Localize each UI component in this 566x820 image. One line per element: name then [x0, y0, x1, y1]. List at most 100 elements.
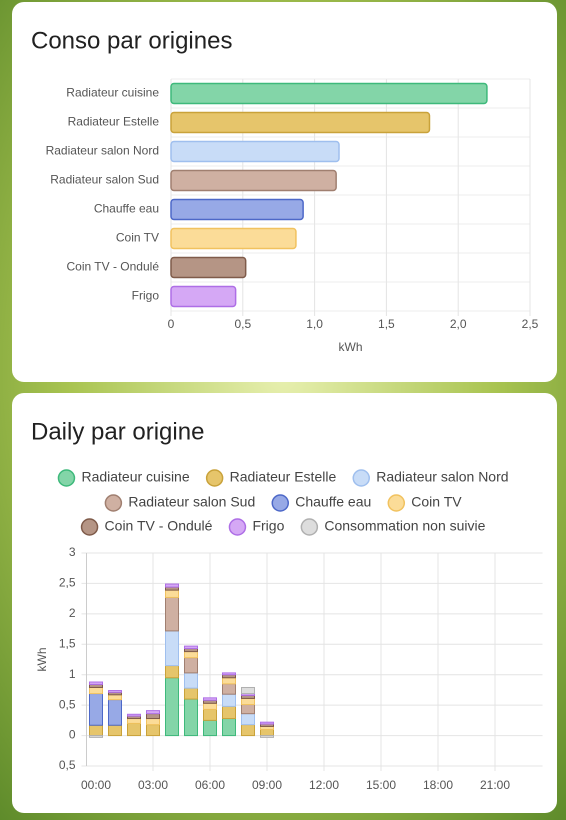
bar-segment — [222, 693, 236, 707]
x-tick-label: 06:00 — [195, 778, 225, 792]
card-title: Daily par origine — [31, 418, 204, 445]
legend-label: Radiateur salon Sud — [128, 494, 255, 510]
y-tick-label: 1,5 — [59, 636, 76, 650]
x-tick-label: 15:00 — [366, 778, 396, 792]
bar-segment — [89, 686, 103, 695]
bar-segment — [260, 721, 274, 725]
bar-segment — [241, 686, 255, 695]
bar-segment — [184, 672, 198, 689]
bar-segment — [89, 724, 103, 737]
y-tick-label: Coin TV - Ondulé — [67, 260, 160, 274]
legend-swatch — [80, 518, 99, 536]
legend-label: Coin TV — [411, 494, 462, 510]
legend-label: Radiateur salon Nord — [376, 469, 508, 485]
legend-label: Frigo — [252, 518, 284, 534]
bar-segment — [146, 713, 160, 720]
x-tick-label: 00:00 — [81, 778, 111, 792]
legend-swatch — [205, 469, 224, 487]
bar-segment — [222, 683, 236, 695]
y-tick-label: 0 — [69, 728, 76, 742]
bar-segment — [146, 710, 160, 715]
card-title: Conso par origines — [31, 27, 232, 54]
y-tick-label: 3 — [69, 545, 76, 559]
y-tick-label: Coin TV — [116, 231, 159, 245]
bar — [170, 82, 488, 105]
x-tick-label: 1,0 — [306, 317, 323, 331]
bar-segment — [260, 735, 274, 738]
y-tick-label: Radiateur cuisine — [66, 86, 159, 100]
bar-segment — [184, 651, 198, 659]
y-tick-label: Chauffe eau — [94, 202, 159, 216]
y-tick-label: Radiateur salon Nord — [46, 144, 159, 158]
bar — [170, 169, 337, 192]
bar-segment — [89, 681, 103, 685]
legend-label: Radiateur Estelle — [230, 469, 337, 485]
x-tick-label: 18:00 — [423, 778, 453, 792]
y-tick-label: Radiateur salon Sud — [50, 173, 159, 187]
bar-segment — [184, 657, 198, 674]
card — [12, 393, 557, 813]
y-tick-label: Radiateur Estelle — [68, 115, 160, 129]
bar-segment — [108, 724, 122, 737]
bar-segment — [241, 697, 255, 706]
bar-segment — [184, 687, 198, 700]
bar — [170, 256, 247, 279]
bar — [170, 227, 297, 250]
bar-segment — [241, 713, 255, 726]
bar-segment — [165, 630, 179, 667]
bar-segment — [222, 677, 236, 685]
x-tick-label: 1,5 — [378, 317, 395, 331]
bar-segment — [260, 728, 274, 737]
bar-segment — [165, 583, 179, 588]
legend-label: Consommation non suivie — [324, 518, 485, 534]
y-tick-label: 2 — [69, 606, 76, 620]
bar-segment — [165, 596, 179, 632]
legend-label: Coin TV - Ondulé — [105, 518, 213, 534]
y-axis-label: kWh — [35, 648, 49, 672]
bar — [170, 111, 431, 134]
bar-segment — [222, 672, 236, 676]
bar-segment — [222, 705, 236, 720]
bar-segment — [146, 724, 160, 737]
bar-segment — [127, 722, 141, 737]
legend-swatch — [387, 494, 406, 512]
bar-segment — [203, 719, 217, 737]
bar-segment — [108, 699, 122, 726]
bar-segment — [108, 690, 122, 693]
bar-segment — [222, 718, 236, 737]
y-tick-label: 0,5 — [59, 758, 76, 772]
x-tick-label: 2,0 — [450, 317, 467, 331]
bar-segment — [89, 735, 103, 738]
legend-swatch — [300, 518, 319, 536]
x-tick-label: 03:00 — [138, 778, 168, 792]
y-tick-label: Frigo — [132, 289, 160, 303]
bar-segment — [241, 724, 255, 737]
bar — [170, 140, 340, 163]
bar-segment — [165, 677, 179, 737]
bar — [170, 285, 237, 308]
x-axis-label: kWh — [339, 340, 363, 354]
bar-segment — [165, 589, 179, 598]
x-tick-label: 0,5 — [234, 317, 251, 331]
y-tick-label: 0,5 — [59, 697, 76, 711]
legend-swatch — [104, 494, 123, 512]
bar-segment — [127, 718, 141, 724]
bar-segment — [203, 708, 217, 721]
legend-label: Radiateur cuisine — [81, 469, 189, 485]
bar-segment — [241, 704, 255, 715]
y-tick-label: 1 — [69, 667, 76, 681]
bar-segment — [165, 665, 179, 679]
legend-swatch — [352, 469, 370, 487]
bar-segment — [203, 702, 217, 710]
x-tick-label: 2,5 — [522, 317, 539, 331]
card — [12, 2, 557, 382]
legend-swatch — [57, 469, 76, 487]
y-tick-label: 2,5 — [59, 576, 76, 590]
bar-segment — [89, 693, 103, 726]
x-tick-label: 09:00 — [252, 778, 282, 792]
x-tick-label: 21:00 — [480, 778, 510, 792]
bar-segment — [184, 645, 198, 650]
bar-segment — [108, 694, 122, 701]
